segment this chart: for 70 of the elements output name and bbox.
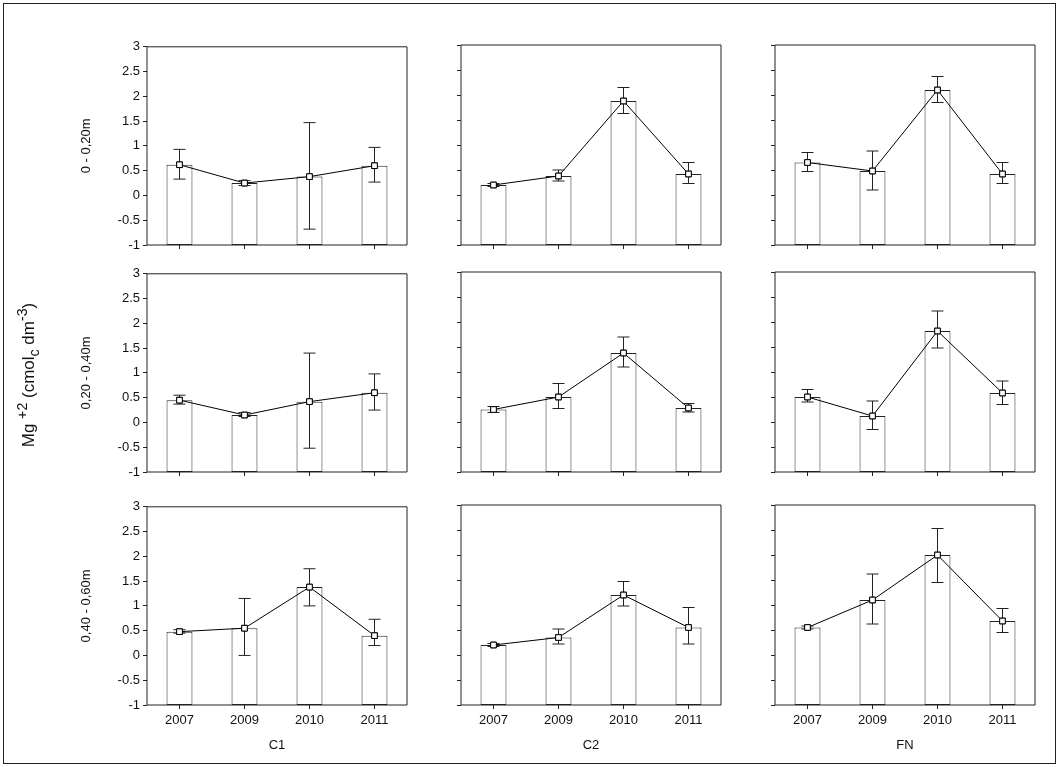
y-tick-label: 3: [132, 498, 140, 514]
x-tick-label: 2010: [295, 712, 324, 728]
y-axis-title: 0,40 - 0,60m: [78, 569, 94, 643]
y-tick-label: 0: [132, 414, 140, 430]
point: [999, 170, 1006, 178]
point: [804, 393, 811, 401]
y-tick-label: 2: [132, 547, 140, 563]
y-tick-label: -1: [128, 463, 140, 479]
point: [176, 161, 183, 169]
point: [306, 173, 313, 180]
y-tick-label: 1.5: [121, 572, 140, 588]
y-tick-label: 1: [132, 137, 140, 153]
y-tick-label: -1: [128, 236, 140, 252]
x-axis-title: C1: [268, 736, 286, 752]
x-tick-label: 2007: [479, 712, 508, 728]
x-tick-label: 2010: [923, 712, 952, 728]
y-tick-label: 0.5: [121, 162, 140, 178]
y-tick-label: 1.5: [121, 339, 140, 355]
x-tick-label: 2009: [858, 712, 887, 728]
y-axis-title: 0 - 0,20m: [78, 118, 94, 174]
y-tick-label: 0: [132, 187, 140, 203]
point: [555, 634, 562, 641]
point: [306, 583, 313, 591]
y-tick-label: 1: [132, 364, 140, 380]
y-tick-label: 0.5: [121, 622, 140, 638]
y-tick-label: -0.5: [117, 211, 140, 227]
x-tick-label: 2009: [230, 712, 259, 728]
x-tick-label: 2007: [793, 712, 822, 728]
x-axis-title: FN: [896, 736, 914, 752]
point: [934, 327, 941, 335]
point: [934, 551, 941, 559]
y-tick-label: 0: [132, 647, 140, 663]
point: [869, 167, 876, 175]
y-tick-label: 2: [132, 314, 140, 330]
point: [241, 624, 248, 632]
x-tick-label: 2011: [674, 712, 703, 728]
x-tick-label: 2007: [165, 712, 194, 728]
point: [685, 624, 692, 631]
y-tick-label: -0.5: [117, 438, 140, 454]
x-axis-title: C2: [582, 736, 600, 752]
point: [620, 591, 627, 599]
y-tick-label: 0.5: [121, 389, 140, 405]
y-tick-label: 2.5: [121, 290, 140, 306]
point: [306, 398, 313, 405]
point: [371, 162, 378, 170]
x-tick-label: 2009: [544, 712, 573, 728]
point: [371, 632, 378, 639]
y-tick-label: -0.5: [117, 671, 140, 687]
point: [869, 412, 876, 420]
point: [685, 170, 692, 178]
x-tick-label: 2011: [360, 712, 389, 728]
point: [934, 86, 941, 94]
y-tick-label: 2.5: [121, 63, 140, 79]
y-tick-label: 2.5: [121, 523, 140, 539]
point: [620, 97, 627, 105]
y-axis-title: 0,20 - 0,40m: [78, 336, 94, 410]
y-tick-label: 3: [132, 265, 140, 281]
y-tick-label: 1: [132, 597, 140, 613]
point: [371, 389, 378, 397]
point: [869, 596, 876, 604]
x-tick-label: 2011: [988, 712, 1017, 728]
y-tick-label: 1.5: [121, 112, 140, 128]
point: [555, 393, 562, 401]
x-tick-label: 2010: [609, 712, 638, 728]
y-tick-label: -1: [128, 696, 140, 712]
point: [620, 349, 627, 357]
point: [999, 389, 1006, 397]
y-tick-label: 3: [132, 38, 140, 54]
y-tick-label: 2: [132, 87, 140, 103]
point: [999, 617, 1006, 625]
